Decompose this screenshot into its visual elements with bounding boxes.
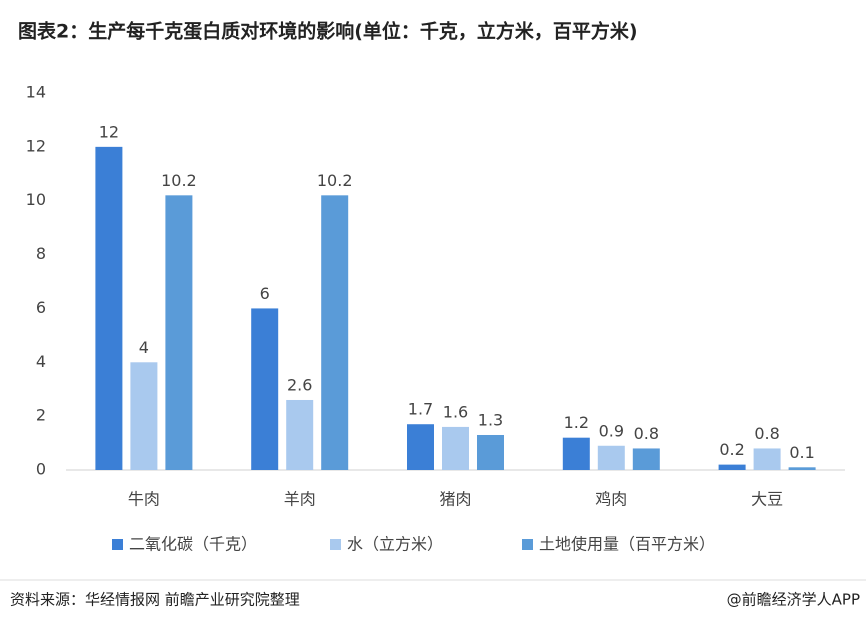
data-label: 0.8 bbox=[754, 424, 779, 443]
legend-label: 水（立方米） bbox=[347, 535, 443, 554]
data-label: 6 bbox=[260, 284, 270, 303]
y-tick-label: 4 bbox=[36, 352, 46, 371]
data-label: 10.2 bbox=[161, 171, 197, 190]
legend-label: 二氧化碳（千克） bbox=[129, 535, 257, 554]
bar bbox=[597, 445, 625, 470]
data-label: 2.6 bbox=[287, 375, 312, 394]
bar bbox=[321, 195, 349, 471]
y-tick-label: 8 bbox=[36, 244, 46, 263]
bar bbox=[718, 464, 746, 470]
bar bbox=[442, 426, 469, 470]
legend-swatch bbox=[112, 539, 123, 550]
data-label: 10.2 bbox=[317, 171, 353, 190]
bar bbox=[788, 467, 816, 470]
data-label: 1.3 bbox=[478, 410, 503, 429]
data-label: 4 bbox=[139, 338, 149, 357]
y-tick-label: 6 bbox=[36, 298, 46, 317]
bar bbox=[753, 448, 781, 470]
x-tick-label: 鸡肉 bbox=[595, 490, 627, 509]
data-label: 12 bbox=[99, 122, 119, 141]
bar bbox=[477, 434, 504, 470]
data-label: 0.9 bbox=[599, 421, 624, 440]
legend-label: 土地使用量（百平方米） bbox=[539, 535, 715, 554]
data-label: 0.2 bbox=[719, 440, 744, 459]
data-label: 1.2 bbox=[564, 413, 589, 432]
data-label: 1.6 bbox=[443, 402, 468, 421]
bar bbox=[407, 424, 434, 470]
bar bbox=[632, 448, 660, 470]
bar bbox=[165, 195, 193, 471]
y-tick-label: 12 bbox=[26, 136, 46, 155]
y-tick-label: 0 bbox=[36, 460, 46, 479]
bar bbox=[286, 399, 314, 470]
legend-swatch bbox=[330, 539, 341, 550]
data-label: 0.8 bbox=[634, 424, 659, 443]
x-tick-label: 羊肉 bbox=[284, 490, 316, 509]
legend-swatch bbox=[522, 539, 533, 550]
chart-title: 图表2：生产每千克蛋白质对环境的影响(单位：千克，立方米，百平方米) bbox=[18, 20, 638, 43]
source: 资料来源：华经情报网 前瞻产业研究院整理 bbox=[10, 591, 300, 609]
y-tick-label: 2 bbox=[36, 406, 46, 425]
bar bbox=[562, 437, 590, 470]
x-tick-label: 牛肉 bbox=[128, 490, 160, 509]
bar bbox=[130, 362, 158, 470]
credit: @前瞻经济学人APP bbox=[727, 591, 860, 609]
y-tick-label: 10 bbox=[26, 190, 46, 209]
data-label: 0.1 bbox=[789, 443, 814, 462]
x-tick-label: 大豆 bbox=[751, 490, 783, 509]
x-tick-label: 猪肉 bbox=[439, 490, 471, 509]
y-tick-label: 14 bbox=[26, 83, 46, 102]
bar bbox=[95, 146, 123, 470]
bar bbox=[251, 308, 279, 470]
data-label: 1.7 bbox=[408, 400, 433, 419]
